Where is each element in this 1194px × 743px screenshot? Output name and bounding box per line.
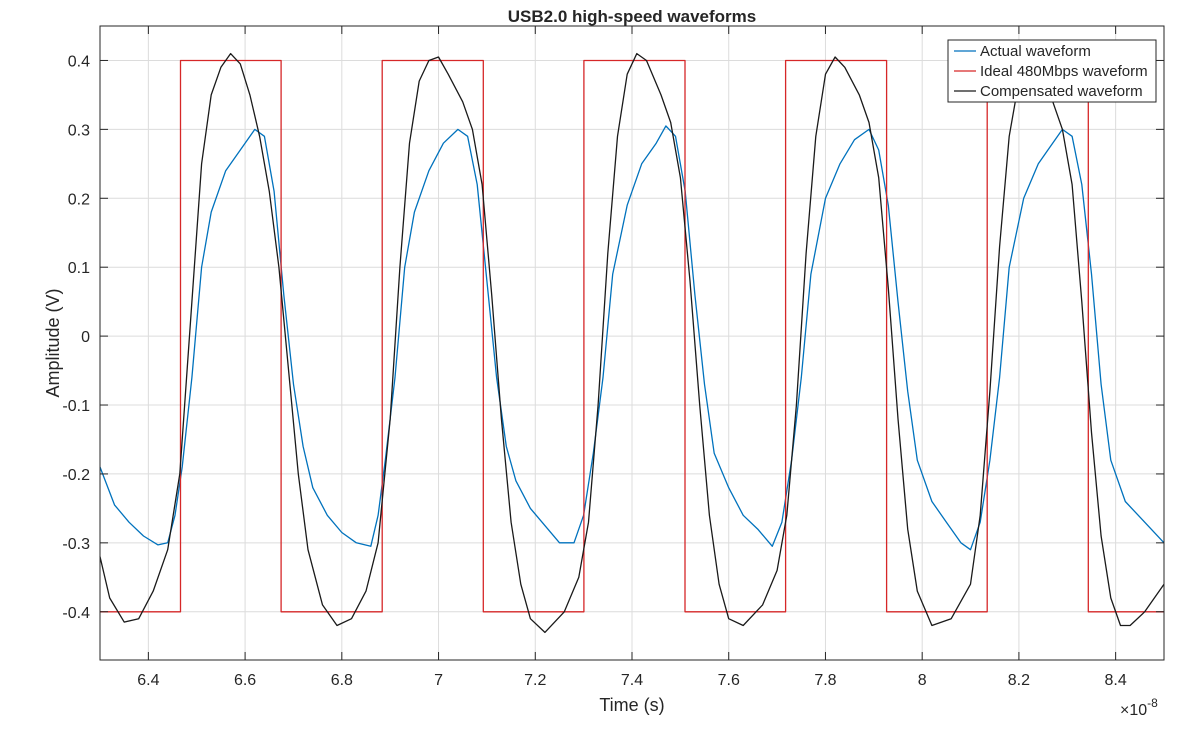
x-tick-label: 7.4 xyxy=(621,672,643,689)
x-tick-label: 6.8 xyxy=(331,672,353,689)
y-tick-label: 0 xyxy=(81,329,90,346)
x-tick-label: 8.4 xyxy=(1105,672,1127,689)
y-tick-label: -0.4 xyxy=(62,605,90,622)
legend-label-actual-waveform: Actual waveform xyxy=(980,43,1091,60)
legend-entries: Actual waveform Ideal 480Mbps waveform Com… xyxy=(954,43,1148,100)
y-axis-title: Amplitude (V) xyxy=(43,288,63,397)
x-tick-label: 7.2 xyxy=(524,672,546,689)
legend-label-ideal-480mbps-waveform: Ideal 480Mbps waveform xyxy=(980,63,1148,80)
series-line-compensated-waveform xyxy=(99,52,1165,634)
x-axis-title: Time (s) xyxy=(599,695,664,715)
x-tick-label: 6.4 xyxy=(137,672,159,689)
y-tick-label: -0.2 xyxy=(62,467,90,484)
x-tick-label: 7 xyxy=(434,672,443,689)
series-line-ideal-480mbps-waveform xyxy=(100,59,1164,613)
x-tick-label: 6.6 xyxy=(234,672,256,689)
x-axis-exponent-base: ×10 xyxy=(1120,702,1147,719)
legend-label-compensated-waveform: Compensated waveform xyxy=(980,83,1143,100)
y-tick-label: -0.1 xyxy=(62,398,90,415)
series-lines xyxy=(99,52,1165,634)
x-tick-label: 7.6 xyxy=(718,672,740,689)
x-tick-label: 7.8 xyxy=(814,672,836,689)
axis-ticks: 6.4 6.6 6.8 7 7.2 7.4 7.6 7.8 8 8.2 8.4 0.4 0.3 0.2 0.… xyxy=(62,26,1164,689)
x-tick-label: 8 xyxy=(918,672,927,689)
x-tick-label: 8.2 xyxy=(1008,672,1030,689)
legend: Actual waveform Ideal 480Mbps waveform Com… xyxy=(947,39,1157,103)
x-axis-exponent-power: -8 xyxy=(1147,696,1158,710)
y-tick-label: 0.3 xyxy=(68,122,90,139)
y-tick-label: 0.4 xyxy=(68,53,90,70)
x-axis-exponent: ×10-8 xyxy=(1120,696,1158,719)
y-tick-label: 0.2 xyxy=(68,191,90,208)
chart-title: USB2.0 high-speed waveforms xyxy=(508,7,756,26)
y-tick-label: 0.1 xyxy=(68,260,90,277)
legend-box xyxy=(947,39,1157,103)
y-tick-label: -0.3 xyxy=(62,536,90,553)
